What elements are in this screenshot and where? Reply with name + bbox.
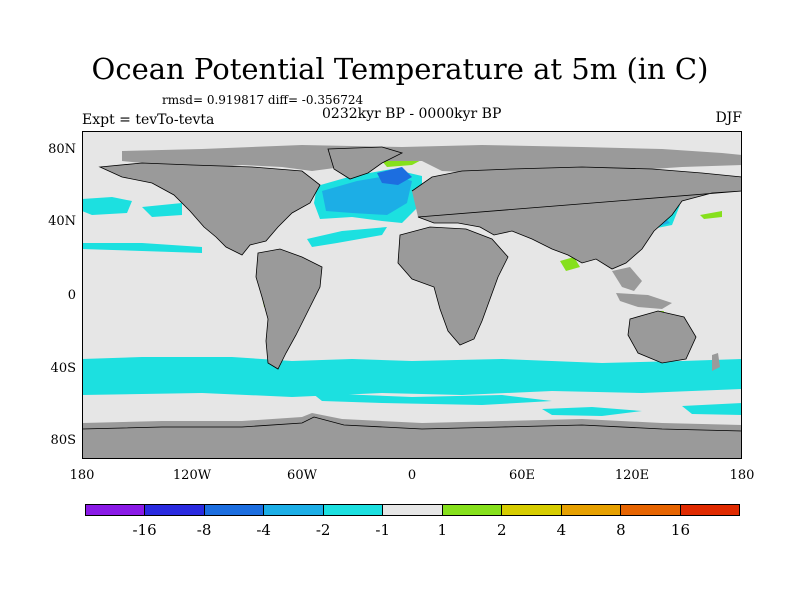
map-title: Ocean Potential Temperature at 5m (in C) bbox=[91, 52, 709, 86]
arabia-warm-anomaly bbox=[560, 257, 580, 271]
colorbar-swatch bbox=[323, 505, 384, 515]
colorbar-swatch bbox=[442, 505, 503, 515]
colorbar-label: -1 bbox=[375, 521, 391, 539]
lon-label-0: 0 bbox=[407, 468, 417, 483]
colorbar-swatch bbox=[383, 505, 443, 515]
lat-label-80n: 80N bbox=[48, 142, 76, 157]
colorbar-swatch bbox=[145, 505, 205, 515]
north-atlantic-anomaly-core bbox=[377, 167, 412, 185]
colorbar-swatch bbox=[680, 505, 739, 515]
coastline-australia bbox=[627, 310, 697, 364]
experiment-label: Expt = tevTo-tevta bbox=[82, 112, 215, 128]
period-label: 0232kyr BP - 0000kyr BP bbox=[322, 106, 502, 122]
europe-asia bbox=[412, 167, 742, 269]
coastline-africa bbox=[397, 226, 509, 346]
australia bbox=[628, 311, 696, 363]
atlantic-band bbox=[307, 227, 387, 247]
coastline-greenland bbox=[327, 146, 404, 180]
colorbar-label: 4 bbox=[556, 521, 567, 539]
lat-label-80s: 80S bbox=[50, 433, 76, 448]
lon-label-180e: 180 bbox=[729, 468, 755, 483]
north-pacific-anomaly-west bbox=[82, 197, 132, 215]
pacific-warm-anomaly bbox=[700, 211, 722, 219]
north-america bbox=[100, 163, 320, 255]
north-pacific-anomaly-mid bbox=[142, 203, 182, 217]
colorbar bbox=[85, 504, 740, 516]
colorbar-swatch bbox=[264, 505, 324, 515]
antarctica bbox=[82, 413, 742, 459]
coastline-eurasia bbox=[411, 166, 742, 270]
greenland bbox=[328, 147, 402, 179]
colorbar-label: 2 bbox=[497, 521, 507, 539]
lat-label-40s: 40S bbox=[50, 361, 76, 376]
world-map bbox=[82, 131, 742, 459]
stats-label: rmsd= 0.919817 diff= -0.356724 bbox=[162, 93, 364, 107]
lon-label-120e: 120E bbox=[614, 468, 650, 483]
arctic-land bbox=[122, 145, 742, 173]
southeast-asia bbox=[612, 267, 642, 291]
colorbar-swatch bbox=[502, 505, 562, 515]
coastline-north-america bbox=[98, 162, 321, 256]
colorbar-label: -4 bbox=[256, 521, 271, 539]
lon-label-60w: 60W bbox=[287, 468, 317, 483]
colorbar-label: 8 bbox=[616, 521, 626, 539]
season-label: DJF bbox=[715, 110, 742, 126]
africa bbox=[398, 227, 508, 345]
indonesia bbox=[616, 293, 672, 309]
colorbar-label: -16 bbox=[132, 521, 157, 539]
colorbar-label: 1 bbox=[437, 521, 448, 539]
southern-ocean-anomaly-4 bbox=[682, 403, 742, 415]
north-atlantic-anomaly-mid bbox=[322, 175, 412, 215]
coastline-south-america bbox=[255, 248, 323, 370]
lon-label-60e: 60E bbox=[508, 468, 536, 483]
new-zealand bbox=[712, 353, 720, 371]
southern-ocean-anomaly-2 bbox=[312, 393, 552, 405]
south-america bbox=[256, 249, 322, 369]
lat-label-40n: 40N bbox=[48, 214, 76, 229]
lon-label-120w: 120W bbox=[172, 468, 212, 483]
colorbar-label: 16 bbox=[670, 521, 690, 539]
colorbar-label: -2 bbox=[315, 521, 331, 539]
colorbar-label: -8 bbox=[196, 521, 212, 539]
coastline-antarctica bbox=[82, 416, 742, 432]
lon-label-180w: 180 bbox=[69, 468, 95, 483]
lat-label-0: 0 bbox=[67, 288, 76, 303]
colorbar-swatch bbox=[561, 505, 622, 515]
colorbar-swatch bbox=[621, 505, 681, 515]
colorbar-swatch bbox=[204, 505, 265, 515]
colorbar-swatch bbox=[86, 505, 146, 515]
southern-ocean-anomaly-3 bbox=[542, 407, 642, 416]
north-pacific-band bbox=[82, 243, 202, 253]
map-frame bbox=[82, 131, 742, 459]
southern-ocean-anomaly bbox=[82, 357, 742, 397]
